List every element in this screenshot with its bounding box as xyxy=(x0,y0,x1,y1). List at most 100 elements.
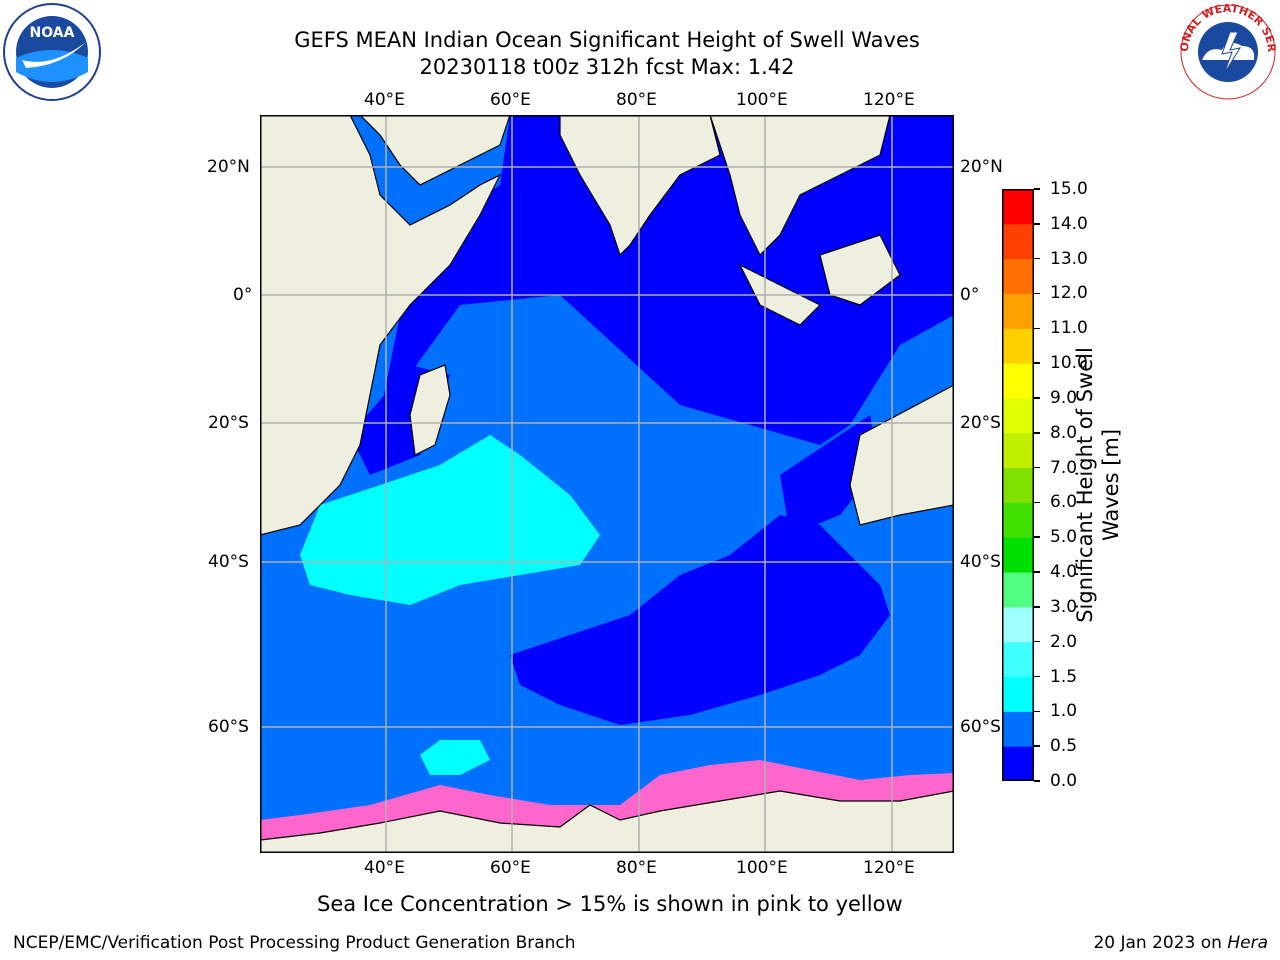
colorbar-tick-mark xyxy=(1034,292,1040,295)
colorbar-segment xyxy=(1002,572,1034,608)
colorbar-tick-label: 10.0 xyxy=(1050,353,1088,374)
colorbar-tick-label: 0.5 xyxy=(1050,736,1078,757)
colorbar-tick-label: 3.0 xyxy=(1050,596,1078,617)
colorbar-segment xyxy=(1002,502,1034,538)
lat-tick-left-20n: 20°N xyxy=(207,157,250,177)
colorbar-segment xyxy=(1002,223,1034,260)
colorbar-frame xyxy=(1002,189,1034,781)
lon-tick-top-100e: 100°E xyxy=(736,90,788,110)
footer-date: 20 Jan 2023 on Hera xyxy=(1093,933,1268,953)
colorbar-segment xyxy=(1002,467,1034,503)
chart-title: GEFS MEAN Indian Ocean Significant Heigh… xyxy=(294,28,920,52)
lat-tick-left-40s: 40°S xyxy=(208,552,249,572)
map-frame xyxy=(260,115,954,853)
lat-tick-right-40s: 40°S xyxy=(960,552,1001,572)
lon-tick-top-120e: 120°E xyxy=(863,90,915,110)
colorbar-segment xyxy=(1002,363,1034,399)
colorbar-tick-label: 2.0 xyxy=(1050,631,1078,652)
south-cyan-swell-patch xyxy=(420,740,490,775)
india-landmass xyxy=(559,114,721,257)
colorbar-tick-mark xyxy=(1034,327,1040,330)
noaa-logo-text: NOAA xyxy=(30,25,75,41)
colorbar-tick-mark xyxy=(1034,780,1040,782)
colorbar-tick-mark xyxy=(1034,257,1040,260)
lon-tick-bottom-60e: 60°E xyxy=(490,858,531,878)
colorbar-tick-label: 4.0 xyxy=(1050,562,1078,583)
lat-tick-left-60s: 60°S xyxy=(208,717,249,737)
lon-tick-bottom-40e: 40°E xyxy=(364,858,405,878)
graticule xyxy=(260,115,954,853)
colorbar-tick-mark xyxy=(1034,188,1040,190)
lat-tick-right-60s: 60°S xyxy=(960,717,1001,737)
australia-west-low-swell xyxy=(780,415,880,535)
colorbar-segment xyxy=(1002,711,1034,747)
lon-tick-bottom-80e: 80°E xyxy=(616,858,657,878)
colorbar-tick-label: 11.0 xyxy=(1050,318,1088,339)
colorbar-tick-mark xyxy=(1034,571,1040,573)
colorbar-tick-mark xyxy=(1034,397,1040,399)
colorbar-segment xyxy=(1002,189,1034,225)
lat-tick-right-20n: 20°N xyxy=(960,157,1003,177)
colorbar-tick-mark xyxy=(1034,640,1040,643)
southern-low-swell-patch xyxy=(510,515,890,725)
colorbar-segment xyxy=(1002,537,1034,573)
noaa-logo: NOAA xyxy=(2,2,102,102)
colorbar-segment xyxy=(1002,606,1034,643)
colorbar-tick-label: 7.0 xyxy=(1050,457,1078,478)
footer-machine: Hera xyxy=(1227,933,1268,953)
swell-map xyxy=(259,114,955,854)
lon-tick-top-80e: 80°E xyxy=(616,90,657,110)
colorbar-tick-mark xyxy=(1034,710,1040,713)
colorbar-tick-label: 9.0 xyxy=(1050,387,1078,408)
colorbar-tick-label: 15.0 xyxy=(1050,179,1088,199)
lat-tick-left-20s: 20°S xyxy=(208,413,249,433)
colorbar-label-line1: Significant Height of Swell xyxy=(1073,347,1097,623)
lon-tick-bottom-120e: 120°E xyxy=(863,858,915,878)
madagascar-landmass xyxy=(409,364,451,456)
southeast-asia-landmass xyxy=(709,114,891,257)
lon-tick-top-60e: 60°E xyxy=(490,90,531,110)
lat-tick-right-0: 0° xyxy=(960,285,980,305)
colorbar-tick-label: 6.0 xyxy=(1050,492,1078,513)
arabia-landmass xyxy=(358,114,511,186)
colorbar-tick-mark xyxy=(1034,362,1040,364)
lat-tick-right-20s: 20°S xyxy=(960,413,1001,433)
north-indian-ocean-low-swell xyxy=(380,115,954,445)
colorbar-tick-label: 8.0 xyxy=(1050,422,1078,443)
sumatra-borneo-landmass xyxy=(738,234,901,326)
colorbar-tick-mark xyxy=(1034,536,1040,538)
colorbar-segment xyxy=(1002,397,1034,434)
colorbar-tick-mark xyxy=(1034,501,1040,504)
colorbar-tick-label: 13.0 xyxy=(1050,248,1088,269)
colorbar-tick-mark xyxy=(1034,745,1040,747)
colorbar-label-line2: Waves [m] xyxy=(1099,428,1123,542)
colorbar xyxy=(1002,189,1034,782)
sea-ice-edge xyxy=(260,760,954,843)
colorbar-tick-label: 1.5 xyxy=(1050,666,1078,687)
colorbar-tick-mark xyxy=(1034,675,1040,678)
colorbar-tick-label: 12.0 xyxy=(1050,283,1088,304)
sea-ice-note: Sea Ice Concentration > 15% is shown in … xyxy=(317,892,903,916)
colorbar-segment xyxy=(1002,328,1034,364)
colorbar-tick-label: 5.0 xyxy=(1050,527,1078,548)
colorbar-segment xyxy=(1002,676,1034,712)
colorbar-tick-label: 1.0 xyxy=(1050,701,1078,722)
colorbar-segment xyxy=(1002,432,1034,469)
colorbar-ticks: 0.0 0.5 1.0 1.5 2.0 3.0 4.0 5.0 6.0 7.0 8.0 9.0 10.0… xyxy=(1034,179,1104,791)
colorbar-segment xyxy=(1002,258,1034,294)
lon-tick-bottom-100e: 100°E xyxy=(736,858,788,878)
chart-subtitle: 20230118 t00z 312h fcst Max: 1.42 xyxy=(419,55,795,79)
footer-credit: NCEP/EMC/Verification Post Processing Pr… xyxy=(13,933,576,953)
colorbar-tick-label: 0.0 xyxy=(1050,771,1078,791)
colorbar-tick-mark xyxy=(1034,432,1040,434)
colorbar-segment xyxy=(1002,746,1034,782)
lon-tick-top-40e: 40°E xyxy=(364,90,405,110)
africa-landmass xyxy=(259,114,502,536)
colorbar-tick-label: 14.0 xyxy=(1050,213,1088,234)
footer-date-text: 20 Jan 2023 on xyxy=(1093,933,1228,953)
colorbar-tick-mark xyxy=(1034,223,1040,225)
colorbar-segment xyxy=(1002,641,1034,678)
colorbar-tick-mark xyxy=(1034,466,1040,469)
nws-logo: NATIONAL WEATHER SERVICE xyxy=(1173,0,1278,102)
lat-tick-left-0: 0° xyxy=(233,285,253,305)
